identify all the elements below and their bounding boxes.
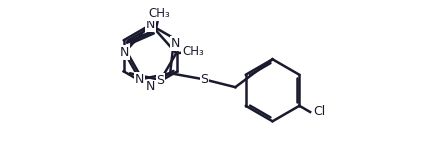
Text: N: N <box>146 18 155 31</box>
Text: N: N <box>171 37 181 50</box>
Text: S: S <box>201 73 208 86</box>
Text: CH₃: CH₃ <box>182 45 204 58</box>
Text: Cl: Cl <box>313 106 325 119</box>
Text: S: S <box>157 74 165 87</box>
Text: N: N <box>120 46 129 59</box>
Text: N: N <box>135 73 145 86</box>
Text: CH₃: CH₃ <box>148 7 170 20</box>
Text: N: N <box>146 80 155 93</box>
